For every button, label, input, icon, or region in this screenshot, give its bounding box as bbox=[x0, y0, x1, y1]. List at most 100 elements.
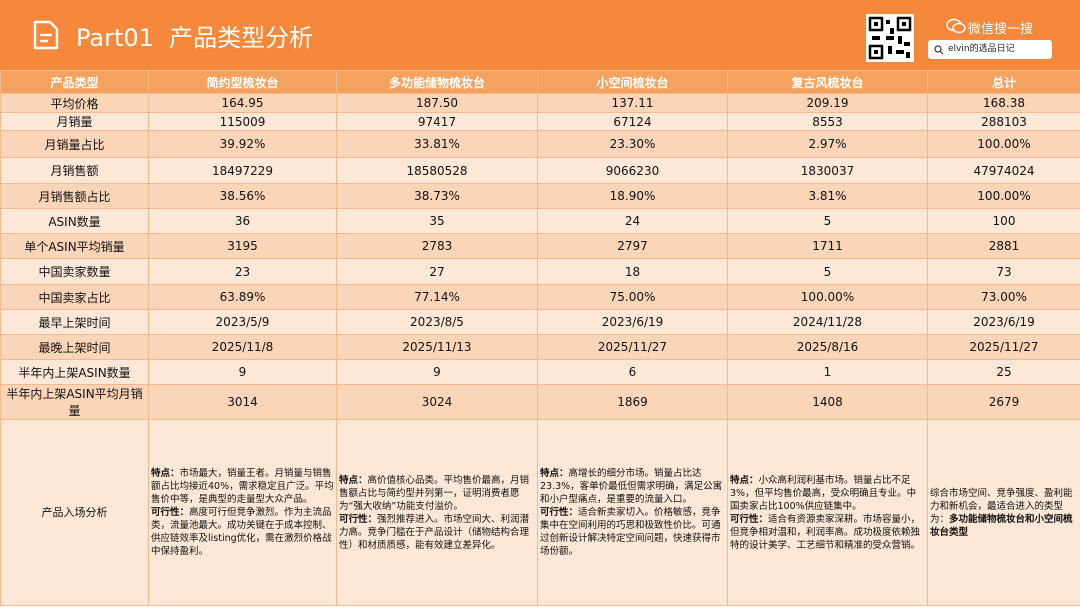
analysis-text: 市场最大，销量王者。月销量与销售额占比均接近40%，需求稳定且广泛。平均售价中等… bbox=[151, 468, 334, 505]
cell: 2679 bbox=[927, 384, 1080, 420]
cell: 164.95 bbox=[148, 93, 337, 113]
table-row: 月销售额 18497229 18580528 9066230 1830037 479740… bbox=[0, 157, 1080, 184]
header-cell: 多功能储物梳妆台 bbox=[336, 70, 538, 94]
cell: 9066230 bbox=[537, 157, 728, 184]
data-table: 产品类型 简约型梳妆台 多功能储物梳妆台 小空间梳妆台 复古风梳妆台 总计 平均价格 164.… bbox=[0, 70, 1080, 606]
cell: 77.14% bbox=[336, 284, 538, 310]
analysis-label: 特点： bbox=[730, 474, 759, 486]
table-row: 单个ASIN平均销量 3195 2783 2797 1711 2881 bbox=[0, 233, 1080, 259]
cell: 39.92% bbox=[148, 130, 337, 158]
table-row: 中国卖家占比 63.89% 77.14% 75.00% 100.00% 73.00% bbox=[0, 284, 1080, 310]
cell: 3014 bbox=[148, 384, 337, 420]
analysis-text: 高增长的细分市场。销量占比达23.3%，客单价最低但需求明确，满足公寓和小户型痛… bbox=[540, 468, 723, 505]
cell: 73 bbox=[927, 258, 1080, 285]
cell: 2023/6/19 bbox=[537, 309, 728, 335]
analysis-text: 高价值核心品类。平均售价最高，月销售额占比与简约型并列第一，证明消费者愿为“强大… bbox=[339, 474, 530, 512]
cell: 25 bbox=[927, 359, 1080, 385]
cell: 100.00% bbox=[727, 284, 928, 310]
cell: 100.00% bbox=[927, 130, 1080, 158]
row-label: 月销量占比 bbox=[0, 130, 149, 158]
table-row: 中国卖家数量 23 27 18 5 73 bbox=[0, 258, 1080, 285]
header-cell: 复古风梳妆台 bbox=[727, 70, 928, 94]
qr-code bbox=[866, 14, 914, 62]
cell: 36 bbox=[148, 208, 337, 234]
table-row: 月销量 115009 97417 67124 8553 288103 bbox=[0, 112, 1080, 131]
cell: 3195 bbox=[148, 233, 337, 259]
doc-icon bbox=[33, 20, 59, 50]
row-label: 中国卖家占比 bbox=[0, 284, 149, 310]
analysis-text: 综合市场空间、竞争强度、盈利能力和新机会，最适合进入的类型为： bbox=[930, 487, 1073, 525]
cell: 23.30% bbox=[537, 130, 728, 158]
analysis-text: 高度可行但竞争激烈。作为主流品类，流量池最大。成功关键在于成本控制、供应链效率及… bbox=[151, 507, 332, 557]
row-label: ASIN数量 bbox=[0, 208, 149, 234]
cell: 73.00% bbox=[927, 284, 1080, 310]
analysis-text: 适合新卖家切入。价格敏感，竞争集中在空间利用的巧思和极致性价比。可通过创新设计解… bbox=[540, 507, 721, 557]
cell: 2023/6/19 bbox=[927, 309, 1080, 335]
row-label: 月销量 bbox=[0, 112, 149, 131]
header: Part01 产品类型分析 微信搜一搜 elvin的选品日记 bbox=[0, 0, 1080, 70]
cell: 288103 bbox=[927, 112, 1080, 131]
cell: 47974024 bbox=[927, 157, 1080, 184]
cell: 18497229 bbox=[148, 157, 337, 184]
analysis-label: 可行性： bbox=[151, 507, 190, 518]
analysis-label: 特点： bbox=[151, 468, 180, 479]
table-row: 平均价格 164.95 187.50 137.11 209.19 168.38 bbox=[0, 93, 1080, 113]
cell: 2.97% bbox=[727, 130, 928, 158]
analysis-text: 强烈推荐进入。市场空间大、利润潜力高。竞争门槛在于产品设计（储物结构合理性）和材… bbox=[339, 513, 530, 551]
cell: 2783 bbox=[336, 233, 538, 259]
cell: 2881 bbox=[927, 233, 1080, 259]
analysis-label: 特点： bbox=[339, 474, 368, 486]
cell: 1711 bbox=[727, 233, 928, 259]
cell: 75.00% bbox=[537, 284, 728, 310]
cell: 1408 bbox=[727, 384, 928, 420]
cell: 63.89% bbox=[148, 284, 337, 310]
cell: 23 bbox=[148, 258, 337, 285]
analysis-text: 小众高利润利基市场。销量占比不足3%，但平均售价最高，受众明确且专业。中国卖家占… bbox=[730, 474, 917, 512]
header-row: 产品类型 简约型梳妆台 多功能储物梳妆台 小空间梳妆台 复古风梳妆台 总计 bbox=[0, 70, 1080, 94]
analysis-cell: 特点：市场最大，销量王者。月销量与销售额占比均接近40%，需求稳定且广泛。平均售… bbox=[148, 419, 337, 606]
cell: 38.56% bbox=[148, 183, 337, 209]
table-row: 半年内上架ASIN数量 9 9 6 1 25 bbox=[0, 359, 1080, 385]
title: Part01 产品类型分析 bbox=[76, 24, 314, 52]
table-row: 月销量占比 39.92% 33.81% 23.30% 2.97% 100.00% bbox=[0, 130, 1080, 158]
row-label: 半年内上架ASIN数量 bbox=[0, 359, 149, 385]
cell: 100.00% bbox=[927, 183, 1080, 209]
cell: 209.19 bbox=[727, 93, 928, 113]
analysis-cell: 综合市场空间、竞争强度、盈利能力和新机会，最适合进入的类型为：多功能储物梳妆台和… bbox=[927, 419, 1080, 606]
cell: 2025/8/16 bbox=[727, 334, 928, 360]
row-label: 平均价格 bbox=[0, 93, 149, 113]
cell: 100 bbox=[927, 208, 1080, 234]
cell: 2797 bbox=[537, 233, 728, 259]
search-box[interactable]: elvin的选品日记 bbox=[928, 40, 1052, 59]
cell: 18580528 bbox=[336, 157, 538, 184]
cell: 2025/11/27 bbox=[927, 334, 1080, 360]
cell: 1869 bbox=[537, 384, 728, 420]
cell: 9 bbox=[336, 359, 538, 385]
row-label: 最晚上架时间 bbox=[0, 334, 149, 360]
analysis-label: 可行性： bbox=[730, 513, 769, 525]
cell: 1830037 bbox=[727, 157, 928, 184]
cell: 2025/11/8 bbox=[148, 334, 337, 360]
cell: 33.81% bbox=[336, 130, 538, 158]
table-row: ASIN数量 36 35 24 5 100 bbox=[0, 208, 1080, 234]
cell: 3.81% bbox=[727, 183, 928, 209]
cell: 38.73% bbox=[336, 183, 538, 209]
cell: 5 bbox=[727, 208, 928, 234]
cell: 3024 bbox=[336, 384, 538, 420]
header-cell: 小空间梳妆台 bbox=[537, 70, 728, 94]
cell: 168.38 bbox=[927, 93, 1080, 113]
cell: 35 bbox=[336, 208, 538, 234]
header-cell: 简约型梳妆台 bbox=[148, 70, 337, 94]
header-cell: 产品类型 bbox=[0, 70, 149, 94]
cell: 2025/11/13 bbox=[336, 334, 538, 360]
cell: 18.90% bbox=[537, 183, 728, 209]
cell: 137.11 bbox=[537, 93, 728, 113]
wechat-search-label: 微信搜一搜 bbox=[968, 22, 1034, 37]
analysis-row: 产品入场分析 特点：市场最大，销量王者。月销量与销售额占比均接近40%，需求稳定且… bbox=[0, 419, 1080, 606]
cell: 2024/11/28 bbox=[727, 309, 928, 335]
row-label: 产品入场分析 bbox=[0, 419, 149, 606]
cell: 8553 bbox=[727, 112, 928, 131]
cell: 9 bbox=[148, 359, 337, 385]
cell: 2023/8/5 bbox=[336, 309, 538, 335]
